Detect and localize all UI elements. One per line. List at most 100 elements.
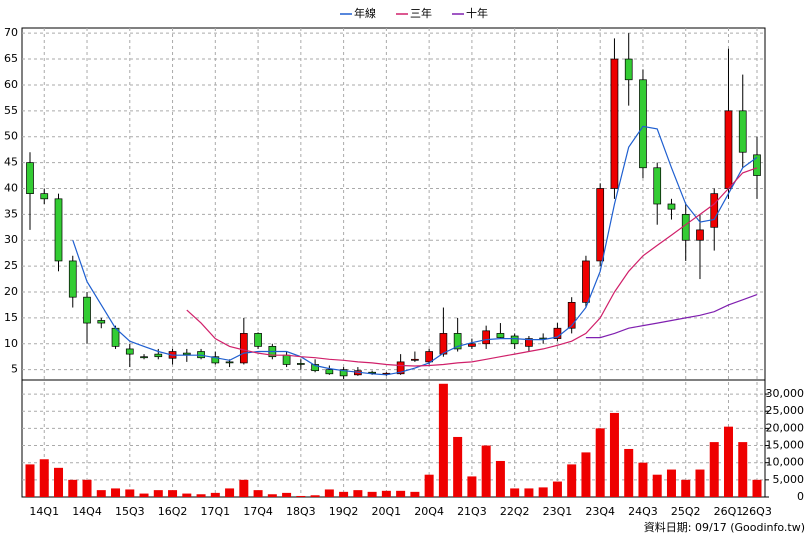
y2-tick-label: 15,000 (766, 439, 805, 452)
volume-bar (410, 491, 420, 497)
candle-body (325, 369, 334, 375)
candle-body (681, 214, 690, 241)
candle-body (54, 198, 63, 262)
candle-body (667, 203, 676, 210)
candle-body (396, 361, 405, 375)
ma-line (72, 125, 758, 376)
volume-bar (652, 474, 662, 497)
x-tick-label: 17Q1 (200, 505, 230, 518)
candle-body (510, 335, 519, 345)
volume-bar (310, 495, 320, 497)
volume-bar (125, 489, 135, 497)
footer: 資料日期: 09/17 (Goodinfo.tw) (644, 520, 805, 534)
candle-body (525, 338, 533, 347)
volume-bar (681, 479, 691, 497)
volume-bar (567, 464, 577, 497)
candle-body (125, 348, 134, 355)
candle-body (154, 353, 163, 358)
x-tick-label: 20Q4 (414, 505, 444, 518)
x-tick-label: 14Q4 (72, 505, 102, 518)
volume-bar (495, 460, 505, 497)
x-tick-label: 26Q1 (714, 505, 744, 518)
volume-bar (82, 479, 92, 497)
volume-bar (396, 490, 406, 497)
volume-bar (538, 487, 548, 497)
candle-body (639, 79, 647, 169)
candle-body (482, 330, 491, 345)
candle-body (225, 361, 234, 364)
candle-body (567, 302, 576, 329)
candle-body (653, 167, 662, 205)
x-tick-label: 15Q3 (115, 505, 145, 518)
y2-tick-label: 20,000 (766, 421, 805, 434)
volume-bar (225, 488, 235, 497)
y-tick-label: 15 (4, 311, 18, 324)
volume-bar (367, 491, 377, 497)
candle-body (738, 110, 747, 153)
y2-tick-label: 30,000 (766, 387, 805, 400)
volume-bar (339, 491, 349, 497)
volume-bar (54, 467, 64, 497)
candle-body (182, 352, 191, 355)
volume-bar (695, 469, 705, 497)
legend-label: 年線 (354, 6, 376, 20)
volume-bar (424, 474, 434, 497)
volume-bar (467, 476, 477, 497)
volume-bar (210, 492, 220, 497)
y-tick-label: 50 (4, 130, 18, 143)
y-tick-label: 45 (4, 156, 18, 169)
candle-body (26, 162, 34, 194)
volume-bar (723, 426, 733, 497)
y-tick-label: 70 (4, 26, 18, 39)
y2-tick-label: 25,000 (766, 404, 805, 417)
candle-body (425, 351, 433, 363)
ma-line (186, 167, 758, 367)
x-tick-label: 24Q3 (628, 505, 658, 518)
x-tick-label: 25Q2 (671, 505, 701, 518)
volume-bar (196, 494, 206, 497)
candle-body (453, 333, 462, 350)
x-tick-label: 18Q3 (286, 505, 316, 518)
volume-bar (267, 494, 277, 497)
candle-body (239, 333, 248, 364)
volume-bar (96, 490, 106, 497)
candle-body (254, 333, 262, 347)
volume-bar (282, 492, 292, 497)
x-tick-label: 17Q4 (243, 505, 273, 518)
volume-bar (68, 479, 78, 497)
y-tick-label: 5 (11, 363, 18, 376)
volume-bar (438, 383, 448, 497)
volume-bar (168, 490, 178, 497)
volume-bar (239, 479, 249, 497)
candle-body (582, 260, 590, 303)
candle-body (411, 358, 419, 361)
volume-bar (709, 442, 719, 497)
legend-label: 十年 (466, 6, 488, 20)
candle-body (624, 58, 633, 81)
y2-tick-label: 0 (797, 490, 804, 503)
volume-bar (25, 464, 35, 497)
volume-bar (666, 469, 676, 497)
x-tick-label: 20Q1 (372, 505, 402, 518)
x-tick-label: 23Q4 (585, 505, 615, 518)
volume-bar (609, 412, 619, 497)
volume-bar (524, 488, 534, 497)
candle-body (696, 229, 704, 241)
candle-body (553, 327, 562, 339)
volume-bar (111, 488, 121, 497)
volume-bar (595, 428, 605, 497)
legend-label: 三年 (410, 6, 432, 20)
candle-body (296, 363, 305, 365)
y-tick-label: 25 (4, 259, 18, 272)
volume-bar (638, 462, 648, 497)
y-tick-label: 40 (4, 181, 18, 194)
candle-body (140, 356, 148, 359)
x-tick-label: 23Q1 (543, 505, 573, 518)
candle-body (83, 296, 91, 324)
volume-bar (738, 442, 748, 497)
candle-body (339, 369, 348, 377)
candle-body (68, 260, 77, 298)
volume-bar (381, 490, 391, 497)
y-tick-label: 10 (4, 337, 18, 350)
plot-frame (21, 27, 766, 498)
